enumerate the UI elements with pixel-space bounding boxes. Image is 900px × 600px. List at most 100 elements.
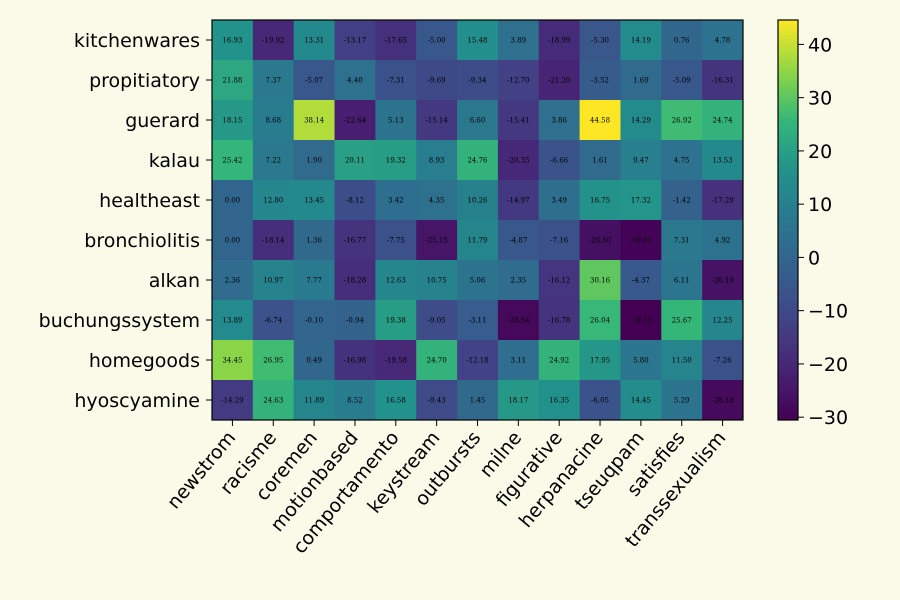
- cell-value-label: 0.76: [674, 37, 690, 45]
- heatmap-cell: [538, 380, 581, 421]
- heatmap-cell: [497, 380, 540, 421]
- heatmap-cell: [334, 300, 376, 341]
- heatmap-cell: [375, 300, 417, 341]
- cell-value-label: 8.93: [429, 157, 445, 165]
- heatmap-cell: [416, 260, 458, 301]
- heatmap-cell: [457, 340, 499, 381]
- heatmap-cell: [457, 20, 499, 61]
- cell-value-label: 24.74: [713, 117, 734, 125]
- heatmap-cell: [334, 60, 376, 101]
- colorbar-axis: −30 −20 −10 0 10 20 30 40: [798, 34, 848, 429]
- colorbar-tick-label: −30: [808, 407, 848, 429]
- cell-value-label: -18.28: [344, 277, 366, 285]
- cell-value-label: 10.75: [427, 277, 447, 285]
- heatmap-cell: [212, 180, 254, 221]
- cell-value-label: 7.77: [306, 277, 322, 285]
- x-axis: newstromracismecoremenmotionbasedcomport…: [163, 420, 730, 558]
- heatmap-cell: [620, 380, 662, 421]
- heatmap-cell: [375, 380, 417, 421]
- cell-value-label: -5.07: [305, 77, 323, 85]
- colorbar-tick-label: 40: [808, 34, 832, 56]
- cell-value-label: 10.26: [467, 197, 488, 205]
- cell-value-label: -0.94: [346, 317, 364, 325]
- heatmap-cell: [702, 140, 744, 181]
- heatmap-cell: [538, 20, 581, 61]
- cell-value-label: -16.98: [344, 357, 366, 365]
- cell-value-label: -5.09: [673, 77, 691, 85]
- heatmap-cell: [457, 140, 499, 181]
- cell-value-label: 5.06: [470, 277, 486, 285]
- heatmap-cell: [416, 100, 458, 141]
- heatmap-cell: [620, 20, 662, 61]
- heatmap-cell: [538, 140, 581, 181]
- heatmap-cell: [497, 140, 540, 181]
- colorbar-tick-label: −20: [808, 354, 848, 376]
- cell-value-label: 14.29: [631, 117, 651, 125]
- heatmap-cell: [702, 60, 744, 101]
- heatmap-cell: [252, 340, 295, 381]
- cell-value-label: -18.14: [262, 237, 285, 245]
- cell-value-label: -28.18: [711, 397, 733, 405]
- cell-value-label: -17.65: [385, 37, 407, 45]
- cell-value-label: 19.32: [386, 157, 406, 165]
- cell-value-label: 44.58: [590, 117, 610, 125]
- cell-value-label: 38.14: [304, 117, 325, 125]
- cell-value-label: -7.26: [714, 357, 732, 365]
- cell-value-label: 15.48: [467, 37, 487, 45]
- y-tick-label: homegoods: [89, 350, 200, 372]
- cell-value-label: 16.93: [222, 37, 242, 45]
- cell-value-label: 3.49: [551, 197, 567, 205]
- colorbar-tick-label: 0: [808, 247, 820, 269]
- y-tick-label: kitchenwares: [74, 30, 200, 52]
- heatmap-cell: [375, 260, 417, 301]
- cell-value-label: 3.89: [511, 37, 527, 45]
- cell-value-label: 34.45: [222, 357, 242, 365]
- cell-value-label: 11.89: [304, 397, 324, 405]
- heatmap-cell: [497, 300, 540, 341]
- heatmap-cell: [375, 20, 417, 61]
- heatmap-cell: [620, 60, 662, 101]
- heatmap-cell: [620, 180, 662, 221]
- heatmap-cell: [252, 20, 295, 61]
- cell-value-label: 24.63: [263, 397, 283, 405]
- heatmap-cell: [375, 140, 417, 181]
- cell-value-label: 1.45: [470, 397, 486, 405]
- heatmap-cell: [293, 100, 336, 141]
- heatmap-cell: [212, 220, 254, 261]
- heatmap-cell: [457, 300, 499, 341]
- cell-value-label: 12.25: [713, 317, 733, 325]
- heatmap-cell: [497, 100, 540, 141]
- y-tick-label: alkan: [149, 270, 200, 292]
- heatmap-cell: [293, 380, 336, 421]
- heatmap-cell: [252, 260, 295, 301]
- cell-value-label: 6.60: [470, 117, 486, 125]
- cell-value-label: 4.78: [715, 37, 731, 45]
- heatmap-cell: [702, 380, 744, 421]
- heatmap-cell: [538, 300, 581, 341]
- cell-value-label: -15.14: [425, 117, 448, 125]
- heatmap-cell: [579, 60, 621, 101]
- cell-value-label: -14.97: [507, 197, 529, 205]
- cell-value-label: 8.52: [347, 397, 363, 405]
- cell-value-label: -22.64: [344, 117, 367, 125]
- cell-value-label: 16.58: [386, 397, 406, 405]
- heatmap-cell: [375, 60, 417, 101]
- cell-value-label: -7.75: [387, 237, 405, 245]
- cell-value-label: -6.74: [264, 317, 282, 325]
- heatmap-cell: [661, 380, 703, 421]
- heatmap-cell: [293, 300, 336, 341]
- cell-value-label: 13.31: [304, 37, 324, 45]
- colorbar: [777, 19, 799, 421]
- cell-value-label: -9.69: [428, 77, 446, 85]
- cell-value-label: 1.69: [633, 77, 649, 85]
- heatmap-cell: [252, 300, 295, 341]
- heatmap-cell: [538, 100, 581, 141]
- heatmap-cell: [334, 20, 376, 61]
- cell-value-label: -4.87: [509, 237, 527, 245]
- heatmap-cell: [212, 340, 254, 381]
- cell-value-label: -3.52: [591, 77, 609, 85]
- heatmap-cell: [579, 300, 621, 341]
- heatmap-cell: [212, 20, 254, 61]
- cell-value-label: -14.29: [221, 397, 243, 405]
